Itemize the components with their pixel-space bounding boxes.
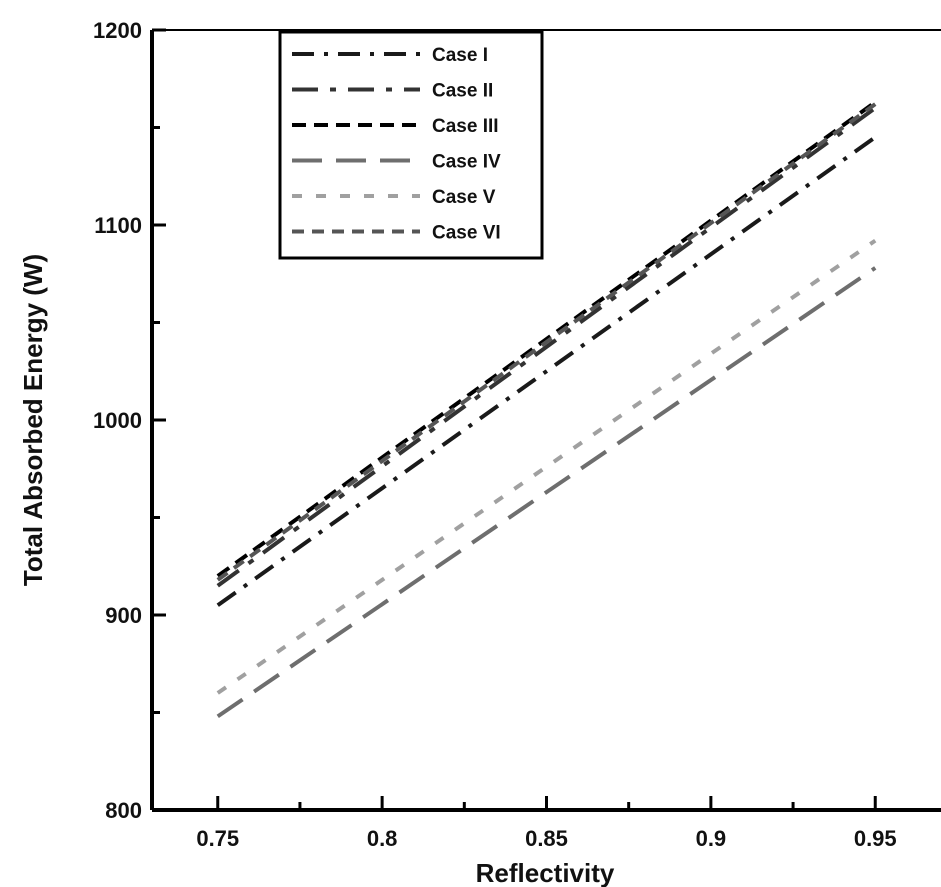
y-tick-label: 900	[105, 603, 142, 628]
y-tick-label: 1000	[93, 408, 142, 433]
y-tick-label: 1100	[94, 213, 142, 238]
x-tick-label: 0.8	[367, 826, 398, 851]
legend-label: Case III	[432, 116, 499, 137]
series-layer	[216, 100, 877, 719]
x-tick-label: 0.75	[196, 826, 239, 851]
x-tick-label: 0.95	[854, 826, 897, 851]
x-tick-label: 0.9	[696, 826, 727, 851]
legend: Case I Case II Case III Case IV Case V Case V…	[278, 30, 544, 260]
legend-label: Case VI	[432, 223, 501, 244]
series-line	[216, 100, 877, 578]
x-tick-label: 0.85	[525, 826, 568, 851]
legend-label: Case I	[432, 45, 488, 66]
y-axis-title: Total Absorbed Energy (W)	[18, 254, 48, 586]
y-tick-label: 800	[105, 798, 142, 823]
series-line	[216, 102, 877, 582]
series-line	[216, 238, 877, 695]
x-axis-title: Reflectivity	[476, 858, 615, 887]
series-line	[216, 266, 877, 719]
y-axis: 800 900 1000 1100 1200	[93, 18, 166, 823]
legend-label: Case II	[432, 81, 493, 102]
y-tick-label: 1200	[93, 18, 142, 43]
series-line	[216, 135, 877, 607]
series-line	[216, 106, 877, 588]
legend-box	[278, 30, 544, 260]
legend-label: Case V	[432, 187, 496, 208]
legend-label: Case IV	[432, 152, 501, 173]
x-axis: 0.75 0.8 0.85 0.9 0.95	[196, 796, 897, 851]
